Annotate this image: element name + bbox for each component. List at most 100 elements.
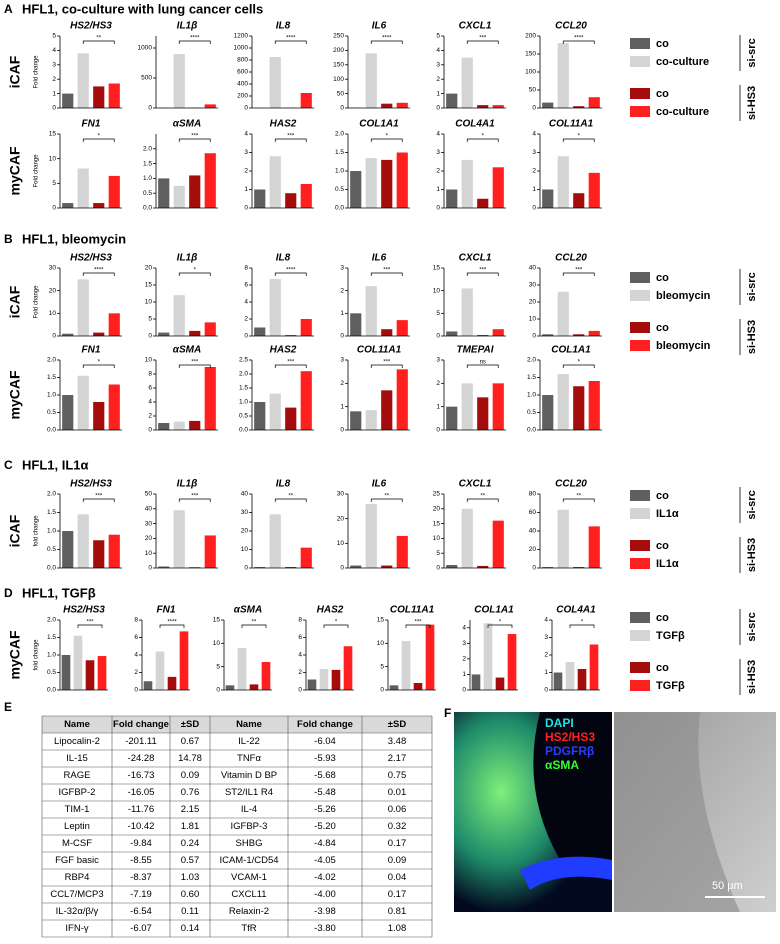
panel-letter: E xyxy=(4,700,12,714)
significance-label: **** xyxy=(167,620,177,626)
bar xyxy=(589,173,600,208)
bar xyxy=(270,279,281,336)
table-cell: 0.57 xyxy=(181,855,200,866)
table-cell: -5.20 xyxy=(314,821,336,832)
bar xyxy=(205,104,216,108)
bar xyxy=(205,367,216,430)
legend-label: co xyxy=(656,490,669,502)
bar xyxy=(174,186,185,208)
legend-group: si-src xyxy=(746,272,758,301)
bar xyxy=(62,203,73,208)
y-tick-label: 800 xyxy=(237,57,248,64)
bar xyxy=(74,636,83,690)
y-tick-label: 8 xyxy=(148,371,152,378)
y-tick-label: 30 xyxy=(529,282,537,289)
significance-label: *** xyxy=(383,360,391,366)
y-tick-label: 100 xyxy=(333,76,344,83)
significance-label: *** xyxy=(287,134,295,140)
y-tick-label: 60 xyxy=(529,509,537,516)
bar xyxy=(558,510,569,568)
table-cell: 0.76 xyxy=(181,787,200,798)
bar xyxy=(446,407,457,430)
y-tick-label: 1 xyxy=(52,90,56,97)
significance-label: **** xyxy=(286,36,296,42)
table-cell: -4.84 xyxy=(314,838,336,849)
y-tick-label: 1.0 xyxy=(335,168,344,175)
legend-label: bleomycin xyxy=(656,340,711,352)
y-axis-label: Fold change xyxy=(34,154,40,188)
y-tick-label: 0 xyxy=(148,105,152,112)
bar xyxy=(180,631,189,690)
significance-label: *** xyxy=(575,268,583,274)
y-tick-label: 15 xyxy=(213,617,221,624)
table-cell: Relaxin-2 xyxy=(229,906,269,917)
bar xyxy=(168,677,177,690)
table-header: ±SD xyxy=(181,719,200,730)
bar xyxy=(86,660,95,690)
y-tick-label: 2 xyxy=(244,168,248,175)
table-cell: IL-22 xyxy=(238,736,260,747)
chart-title: COL11A1 xyxy=(357,345,402,356)
y-tick-label: 200 xyxy=(525,33,536,40)
y-tick-label: 1.5 xyxy=(239,385,248,392)
y-tick-label: 10 xyxy=(241,546,249,553)
y-tick-label: 3 xyxy=(532,149,536,156)
bar xyxy=(402,641,411,690)
bar xyxy=(344,646,353,690)
y-tick-label: 2.0 xyxy=(47,357,56,364)
y-tick-label: 2 xyxy=(52,76,56,83)
y-tick-label: 1000 xyxy=(234,45,249,52)
y-tick-label: 10 xyxy=(433,287,441,294)
bar xyxy=(78,53,89,108)
bar xyxy=(270,394,281,430)
y-tick-label: 5 xyxy=(380,663,384,670)
bar xyxy=(397,369,408,430)
y-tick-label: 4 xyxy=(436,131,440,138)
y-tick-label: 1.5 xyxy=(527,374,536,381)
y-tick-label: 0 xyxy=(340,427,344,434)
bar xyxy=(189,331,200,336)
table-cell: -16.05 xyxy=(128,787,155,798)
bar xyxy=(366,286,377,336)
bar xyxy=(109,385,120,431)
table-cell: 0.17 xyxy=(388,838,407,849)
y-tick-label: 1 xyxy=(340,403,344,410)
bar xyxy=(174,54,185,108)
legend-swatch xyxy=(630,612,650,623)
y-tick-label: 0 xyxy=(244,105,248,112)
bar xyxy=(542,395,553,430)
chart-title: HAS2 xyxy=(317,605,344,616)
table-cell: FGF basic xyxy=(55,855,99,866)
table-cell: 1.03 xyxy=(181,872,200,883)
y-tick-label: 1.0 xyxy=(239,399,248,406)
table-cell: Lipocalin-2 xyxy=(54,736,100,747)
y-tick-label: 20 xyxy=(529,546,537,553)
table-cell: Vitamin D BP xyxy=(221,770,277,781)
legend-label: co xyxy=(656,38,669,50)
y-tick-label: 1.5 xyxy=(47,634,56,641)
y-tick-label: 10 xyxy=(213,640,221,647)
bar xyxy=(578,669,587,690)
bar xyxy=(254,190,265,209)
table-header: Fold change xyxy=(113,719,169,730)
y-tick-label: 0.5 xyxy=(239,413,248,420)
legend-label: co-culture xyxy=(656,106,709,118)
y-tick-label: 0.5 xyxy=(47,546,56,553)
scale-bar-label: 50 μm xyxy=(712,880,743,892)
legend-swatch xyxy=(630,106,650,117)
bar xyxy=(446,94,457,108)
y-tick-label: 8 xyxy=(244,265,248,272)
y-axis-label: Fold change xyxy=(34,285,40,319)
table-cell: -6.04 xyxy=(314,736,336,747)
y-tick-label: 200 xyxy=(237,93,248,100)
table-cell: -9.84 xyxy=(130,838,152,849)
table-cell: ICAM-1/CD54 xyxy=(219,855,278,866)
y-tick-label: 25 xyxy=(433,491,441,498)
y-tick-label: 2 xyxy=(244,316,248,323)
chart-title: CXCL1 xyxy=(459,479,492,490)
bar xyxy=(205,535,216,568)
significance-label: *** xyxy=(287,360,295,366)
bar xyxy=(78,279,89,336)
y-tick-label: 200 xyxy=(333,47,344,54)
bar xyxy=(462,58,473,108)
